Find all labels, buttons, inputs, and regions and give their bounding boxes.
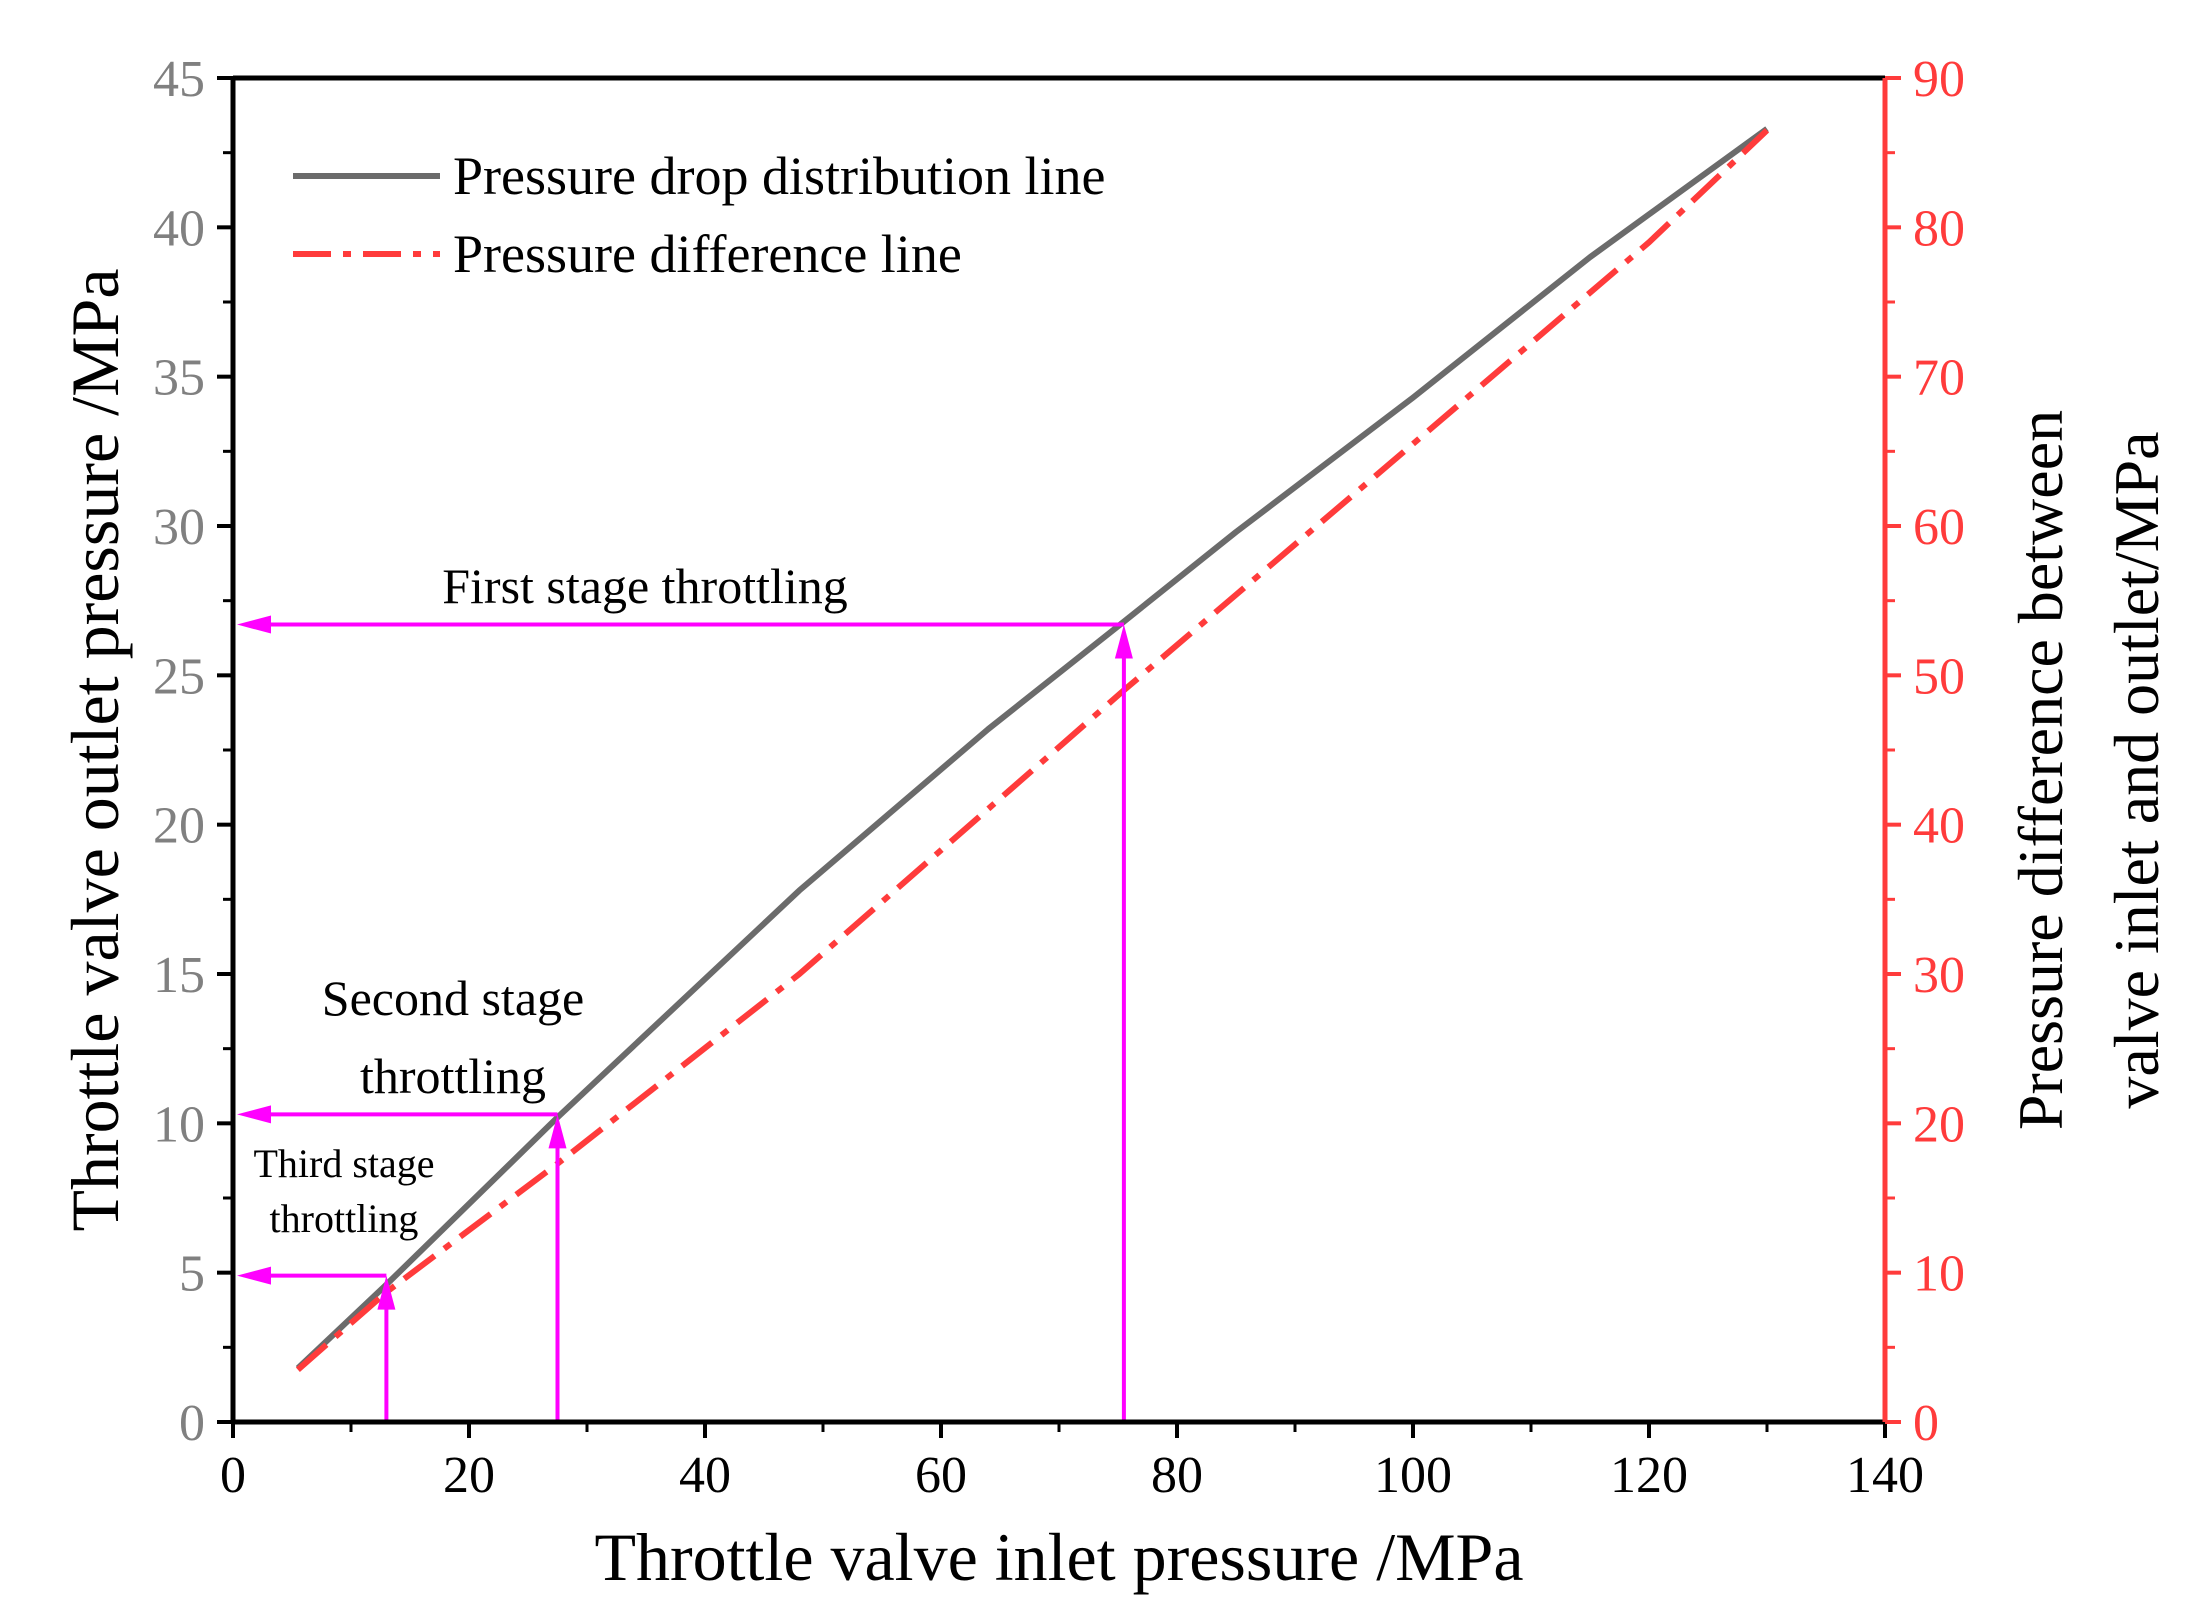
y-left-tick-label-6: 30: [153, 499, 205, 556]
x-tick-label-1: 20: [443, 1447, 495, 1504]
annotation-label-1-0: Second stage: [322, 970, 584, 1026]
y-right-tick-label-0: 0: [1913, 1395, 1939, 1452]
annotation-arrowhead-up-1: [548, 1114, 567, 1149]
y-left-tick-label-1: 5: [179, 1246, 205, 1303]
y-right-tick-label-2: 20: [1913, 1096, 1965, 1153]
y-left-tick-label-8: 40: [153, 200, 205, 257]
x-axis-label: Throttle valve inlet pressure /MPa: [594, 1519, 1523, 1595]
x-tick-label-7: 140: [1846, 1447, 1924, 1504]
y-left-tick-label-4: 20: [153, 798, 205, 855]
annotation-arrowhead-left-2: [237, 1266, 271, 1285]
y-left-tick-label-0: 0: [179, 1395, 205, 1452]
annotation-label-0-0: First stage throttling: [442, 558, 848, 614]
y-left-tick-label-9: 45: [153, 51, 205, 108]
x-tick-label-4: 80: [1151, 1447, 1203, 1504]
x-tick-label-6: 120: [1610, 1447, 1688, 1504]
y-right-tick-label-8: 80: [1913, 200, 1965, 257]
y-right-tick-label-9: 90: [1913, 51, 1965, 108]
annotation-arrowhead-left-1: [237, 1105, 271, 1124]
annotation-label-1-1: throttling: [360, 1048, 546, 1104]
x-tick-label-3: 60: [915, 1447, 967, 1504]
annotation-label-2-1: throttling: [270, 1196, 419, 1241]
x-tick-label-2: 40: [679, 1447, 731, 1504]
y-right-tick-label-5: 50: [1913, 648, 1965, 705]
y-right-tick-label-3: 30: [1913, 947, 1965, 1004]
y-left-tick-label-3: 15: [153, 947, 205, 1004]
legend-label-0: Pressure drop distribution line: [453, 146, 1105, 206]
annotation-arrowhead-up-0: [1114, 624, 1133, 659]
y-right-tick-label-7: 70: [1913, 350, 1965, 407]
y-left-tick-label-2: 10: [153, 1096, 205, 1153]
y-left-tick-label-5: 25: [153, 648, 205, 705]
x-tick-label-5: 100: [1374, 1447, 1452, 1504]
legend-label-1: Pressure difference line: [453, 224, 962, 284]
annotation-arrowhead-up-2: [377, 1275, 396, 1310]
x-tick-label-0: 0: [220, 1447, 246, 1504]
y-right-axis-label-line-1: Pressure difference between: [2005, 410, 2076, 1130]
y-left-axis-label: Throttle valve outlet pressure /MPa: [57, 268, 133, 1231]
annotation-label-2-0: Third stage: [253, 1141, 434, 1186]
y-left-tick-label-7: 35: [153, 350, 205, 407]
annotation-arrowhead-left-0: [237, 615, 271, 634]
series-line-0: [295, 126, 1769, 1371]
y-right-tick-label-1: 10: [1913, 1246, 1965, 1303]
series-line-1: [295, 128, 1770, 1372]
y-right-axis-label-line-2: valve inlet and outlet/MPa: [2101, 431, 2172, 1108]
y-right-tick-label-6: 60: [1913, 499, 1965, 556]
y-right-tick-label-4: 40: [1913, 798, 1965, 855]
